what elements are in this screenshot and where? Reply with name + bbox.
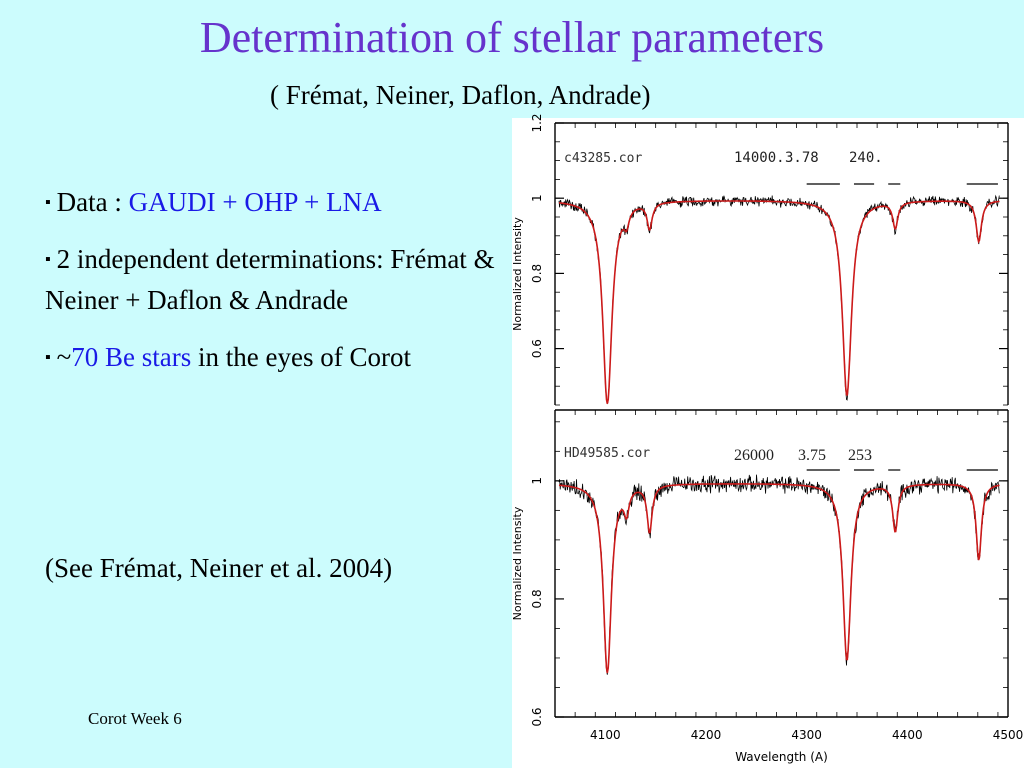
x-tick-label: 4300 — [791, 728, 822, 742]
spectrum-panel-bottom-background — [512, 405, 1024, 768]
y-tick-label: 1.2 — [530, 113, 544, 132]
spectrum-chart-bottom: 0.6 0.8 1 4100 4200 4300 4400 4500 Wavelength (A… — [511, 409, 1024, 764]
x-tick-label: 4400 — [892, 728, 923, 742]
x-tick-label: 4500 — [993, 728, 1024, 742]
reference-note: (See Frémat, Neiner et al. 2004) — [45, 553, 393, 583]
y-tick-label: 0.6 — [530, 707, 544, 726]
parameter-value: 240. — [849, 150, 883, 166]
spectrum-chart-top: 0.6 0.8 1 1.2 Normalized Intensity c43285.cor… — [511, 113, 1009, 406]
bullet-marker-icon: ▪ — [45, 194, 51, 211]
bullet-text: Data : — [56, 187, 129, 217]
bullet-text: 2 independent determinations: Frémat & N… — [45, 244, 495, 315]
parameter-value: 26000 — [734, 447, 774, 464]
bullet-text: ~ — [56, 342, 72, 372]
star-label: HD49585.cor — [564, 446, 650, 461]
bullet-highlight: 70 Be stars — [71, 342, 192, 372]
parameter-value: 253 — [848, 447, 872, 464]
y-tick-label: 1 — [530, 194, 544, 202]
bullet-be-stars: ▪ ~70 Be stars in the eyes of Corot — [45, 337, 495, 378]
bullet-data-sources: ▪ Data : GAUDI + OHP + LNA — [45, 182, 495, 223]
x-tick-label: 4200 — [691, 728, 722, 742]
observed-spectrum-line — [558, 474, 1000, 675]
x-axis-label: Wavelength (A) — [735, 750, 828, 764]
slide-subtitle: ( Frémat, Neiner, Daflon, Andrade) — [270, 80, 651, 110]
y-axis-label: Normalized Intensity — [511, 217, 524, 331]
bullet-determinations: ▪ 2 independent determinations: Frémat & … — [45, 239, 495, 321]
y-tick-label: 0.6 — [530, 339, 544, 358]
y-tick-label: 1 — [530, 477, 544, 485]
spectrum-panel-top-background — [512, 118, 1024, 405]
bullet-marker-icon: ▪ — [45, 251, 51, 268]
star-label: c43285.cor — [564, 151, 642, 166]
bullet-text-suffix: in the eyes of Corot — [191, 342, 411, 372]
bullet-highlight: GAUDI + OHP + LNA — [128, 187, 382, 217]
y-tick-label: 0.8 — [530, 264, 544, 283]
footer-label: Corot Week 6 — [88, 709, 182, 728]
bullet-marker-icon: ▪ — [45, 349, 51, 366]
y-axis-label: Normalized Intensity — [511, 506, 524, 620]
bullet-list: ▪ Data : GAUDI + OHP + LNA ▪ 2 independent… — [45, 182, 495, 394]
parameter-value: 14000. — [734, 150, 785, 166]
model-spectrum-line — [558, 200, 1000, 404]
parameter-value: 3.78 — [785, 150, 819, 166]
x-tick-label: 4100 — [590, 728, 621, 742]
parameter-value: 3.75 — [798, 447, 826, 464]
y-tick-label: 0.8 — [530, 589, 544, 608]
slide-title: Determination of stellar parameters — [199, 13, 825, 62]
observed-spectrum-line — [558, 194, 1000, 405]
model-spectrum-line — [558, 483, 1000, 674]
